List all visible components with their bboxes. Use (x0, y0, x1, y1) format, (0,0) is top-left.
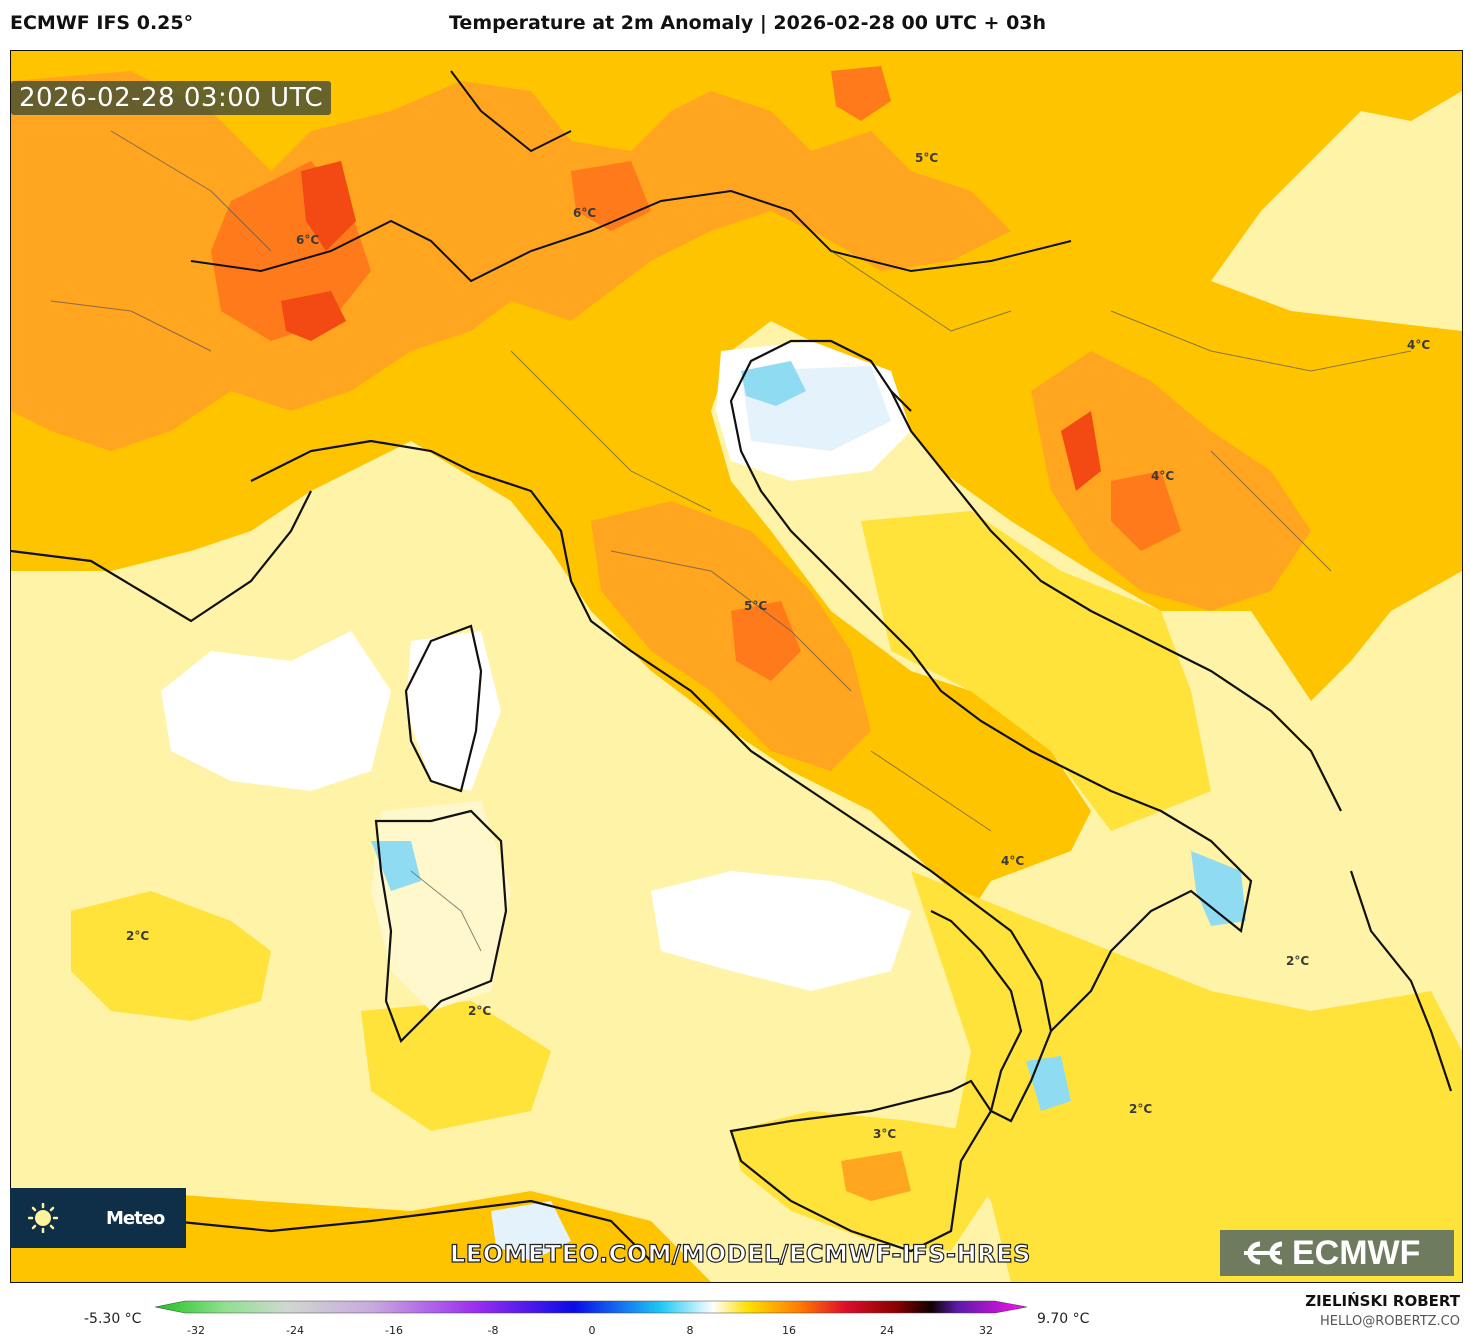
colorbar-tick: 8 (686, 1324, 694, 1337)
colorbar-tick: -32 (187, 1324, 205, 1337)
chart-title: Temperature at 2m Anomaly | 2026-02-28 0… (449, 12, 1047, 34)
author-email: HELLO@ROBERTZ.CO (1319, 1314, 1460, 1329)
valid-time-badge: 2026-02-28 03:00 UTC (11, 81, 332, 115)
contour-label: 5°C (744, 599, 768, 613)
model-title: ECMWF IFS 0.25° (10, 12, 194, 34)
contour-label: 2°C (1286, 954, 1310, 968)
contour-label: 2°C (468, 1004, 492, 1018)
ecmwf-logo-text: ECMWF (1292, 1233, 1421, 1272)
colorbar-max-label: 9.70 °C (1037, 1311, 1090, 1327)
colorbar-tick: 24 (880, 1324, 894, 1337)
author-credit: ZIELIŃSKI ROBERT (1305, 1292, 1460, 1310)
leometeo-logo-text: Meteo (106, 1207, 165, 1229)
map-canvas (11, 51, 1462, 1282)
sun-icon (28, 1203, 58, 1233)
contour-label: 5°C (915, 151, 939, 165)
contour-label: 6°C (296, 233, 320, 247)
colorbar-tick: -24 (286, 1324, 304, 1337)
ecmwf-logo: ECMWF (1220, 1230, 1454, 1276)
colorbar-min-label: -5.30 °C (84, 1311, 142, 1327)
source-url-watermark: LEOMETEO.COM/MODEL/ECMWF-IFS-HRES (449, 1239, 1031, 1268)
colorbar-tick: -16 (385, 1324, 403, 1337)
ecmwf-emblem-icon (1244, 1241, 1283, 1265)
contour-label: 4°C (1151, 469, 1175, 483)
contour-label: 3°C (873, 1127, 897, 1141)
contour-label: 2°C (1129, 1102, 1153, 1116)
colorbar-tick: -8 (487, 1324, 499, 1337)
contour-label: 2°C (126, 929, 150, 943)
anomaly-map[interactable]: 2026-02-28 03:00 UTC 5°C 6°C 6°C 4°C 4°C… (10, 50, 1463, 1283)
colorbar-tick: 32 (979, 1324, 993, 1337)
colorbar-tick: 16 (782, 1324, 796, 1337)
colorbar (155, 1300, 1027, 1314)
contour-label: 4°C (1001, 854, 1025, 868)
leometeo-logo: Meteo (10, 1188, 186, 1248)
contour-label: 6°C (573, 206, 597, 220)
contour-label: 4°C (1407, 338, 1431, 352)
colorbar-tick: 0 (588, 1324, 596, 1337)
